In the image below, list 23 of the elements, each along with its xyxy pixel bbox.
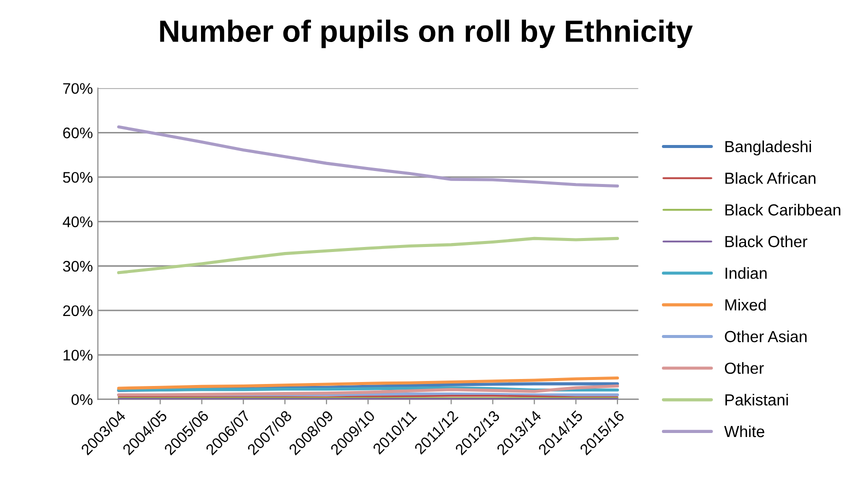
legend-label: Indian — [726, 267, 767, 279]
y-tick-label: 0% — [72, 394, 92, 406]
legend-label: Other Asian — [724, 330, 807, 342]
legend-label: Black Caribbean — [725, 204, 840, 216]
y-tick-label: 30% — [63, 260, 92, 272]
line-series — [117, 376, 619, 390]
y-tick-label: 20% — [63, 305, 92, 316]
line-series — [117, 236, 619, 274]
legend-label: Other — [724, 362, 764, 374]
legend-label: Black African — [725, 172, 816, 184]
y-tick-label: 10% — [64, 350, 92, 361]
legend-label: Black Other — [725, 236, 808, 248]
legend-label: Pakistani — [725, 394, 788, 406]
y-tick-label: 70% — [63, 83, 92, 94]
legend-label: White — [724, 425, 764, 438]
line-series — [117, 125, 619, 188]
y-tick-label: 40% — [62, 216, 92, 228]
y-tick-label: 60% — [63, 128, 92, 138]
line-series — [117, 384, 619, 396]
legend-label: Mixed — [725, 298, 766, 311]
chart-title: Number of pupils on roll by Ethnicity — [160, 20, 693, 48]
y-tick-label: 50% — [63, 172, 92, 183]
legend-label: Bangladeshi — [725, 140, 811, 156]
